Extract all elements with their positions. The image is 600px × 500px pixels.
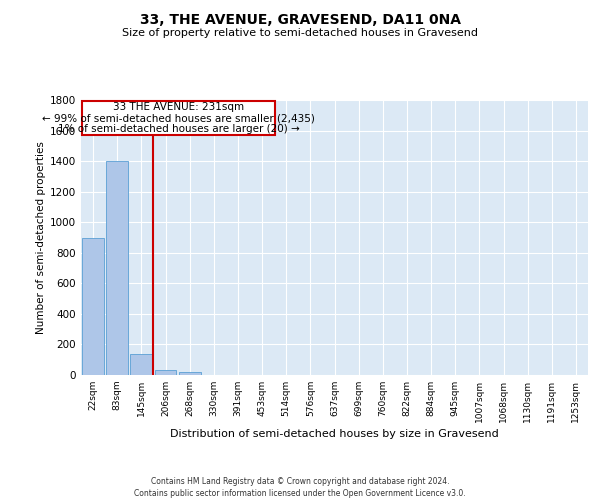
Text: 33, THE AVENUE, GRAVESEND, DA11 0NA: 33, THE AVENUE, GRAVESEND, DA11 0NA (139, 12, 461, 26)
Bar (82, 238, 104, 375)
X-axis label: Distribution of semi-detached houses by size in Gravesend: Distribution of semi-detached houses by … (170, 429, 499, 439)
Y-axis label: Number of semi-detached properties: Number of semi-detached properties (36, 141, 46, 334)
Text: 33 THE AVENUE: 231sqm: 33 THE AVENUE: 231sqm (113, 102, 244, 112)
Text: Contains HM Land Registry data © Crown copyright and database right 2024.
Contai: Contains HM Land Registry data © Crown c… (134, 476, 466, 498)
Text: 1% of semi-detached houses are larger (20) →: 1% of semi-detached houses are larger (2… (58, 124, 299, 134)
Bar (179, 372, 200, 375)
FancyBboxPatch shape (82, 101, 275, 136)
Bar (106, 161, 128, 375)
Bar (155, 370, 176, 375)
Text: ← 99% of semi-detached houses are smaller (2,435): ← 99% of semi-detached houses are smalle… (43, 113, 315, 123)
Bar (130, 354, 152, 375)
Text: Size of property relative to semi-detached houses in Gravesend: Size of property relative to semi-detach… (122, 28, 478, 38)
